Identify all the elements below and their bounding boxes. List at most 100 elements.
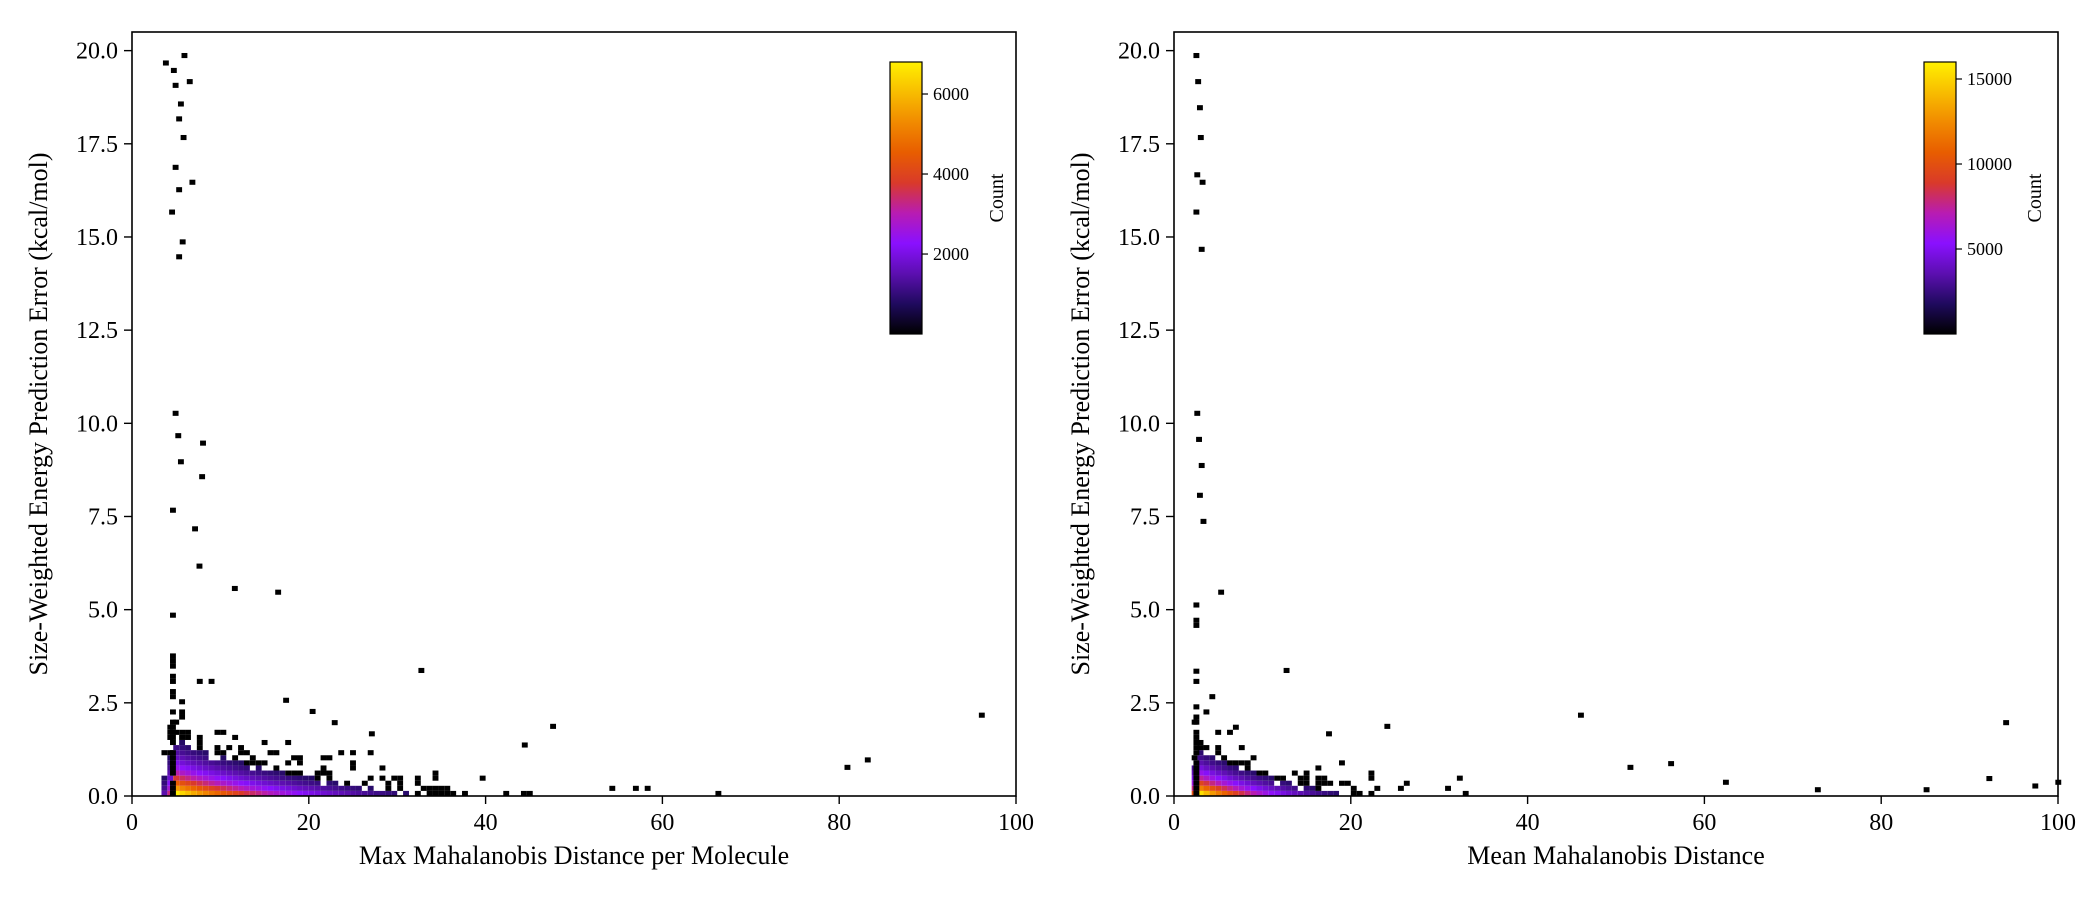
heatmap-cell [1203,785,1210,791]
heatmap-cell [432,770,439,776]
heatmap-cell [367,750,374,756]
heatmap-cell [196,760,203,766]
heatmap-cell [279,790,286,796]
heatmap-cell [208,760,215,766]
heatmap-cell [279,770,286,776]
plot-frame [131,31,1017,797]
heatmap-cell [220,770,227,776]
heatmap-cell [179,790,186,796]
heatmap-cell [176,254,183,260]
heatmap-cell [202,760,209,766]
heatmap-cell [1274,785,1281,791]
heatmap-cell [255,775,262,781]
heatmap-cell [385,780,392,786]
heatmap-cell [173,729,180,735]
heatmap-cell [1321,790,1328,796]
heatmap-cell [190,790,197,796]
heatmap-cell [285,790,292,796]
heatmap-cell [1221,785,1228,791]
heatmap-cell [179,734,186,740]
heatmap-cell [238,760,244,766]
y-tick-label: 20.0 [76,39,118,65]
heatmap-cell [208,790,215,796]
heatmap-cell [170,612,176,618]
heatmap-cell [170,653,176,659]
heatmap-cell [1193,750,1200,756]
heatmap-cell [1221,775,1228,781]
heatmap-cell [173,775,180,781]
heatmap-cell [1923,787,1930,793]
heatmap-cell [1209,694,1216,700]
heatmap-cell [190,750,197,756]
chart-panel-max-distance: 0 20 40 60 80 100 0.0 2.5 5.0 7.5 10.0 12.5 15.0 17.… [24,31,1034,870]
heatmap-cell [1193,790,1200,796]
heatmap-cell [179,765,186,771]
x-tick-label: 0 [126,810,138,836]
heatmap-cell [172,82,179,88]
heatmap-cell [1232,790,1239,796]
heatmap-cell [314,780,321,786]
heatmap-cell [226,785,233,791]
heatmap-cell [320,765,327,771]
heatmap-cells [1191,52,2062,796]
heatmap-cell [220,785,227,791]
heatmap-cell [326,755,333,761]
heatmap-cell [1244,790,1251,796]
heatmap-cell [238,790,244,796]
heatmap-cell [196,765,203,771]
heatmap-cell [261,739,268,746]
x-tick-label: 80 [1869,810,1893,836]
heatmap-cell [1193,52,1200,59]
heatmap-cell [326,780,333,786]
heatmap-cell [161,750,168,756]
heatmap-cell [179,780,186,786]
heatmap-cell [1256,770,1263,776]
heatmap-cell [1193,775,1200,781]
heatmap-cell [176,116,183,122]
heatmap-cell [1193,760,1200,766]
heatmap-cell [172,410,179,416]
colorbar-label: Count [2024,173,2046,222]
heatmap-cell [190,785,197,791]
heatmap-cell [202,790,209,796]
heatmap-cell [273,775,280,781]
heatmap-cell [1193,719,1200,725]
heatmap-cell [226,780,233,786]
heatmap-cell [1215,770,1222,776]
heatmap-cell [1274,790,1281,796]
heatmap-cell [297,785,303,791]
heatmap-cell [214,790,221,796]
heatmap-cell [1215,785,1222,791]
heatmap-cell [1309,785,1316,791]
heatmap-cell [170,729,176,735]
heatmap-cell [426,790,433,796]
heatmap-cell [202,770,209,776]
heatmap-cell [196,780,203,786]
y-axis-label: Size-Weighted Energy Prediction Error (k… [1066,152,1095,675]
heatmap-cell [190,755,197,761]
heatmap-cell [1297,775,1304,781]
heatmap-cell [1244,760,1251,766]
heatmap-cell [249,785,256,791]
heatmap-cell [479,775,486,781]
y-axis: 0.0 2.5 5.0 7.5 10.0 12.5 15.0 17.5 20.0 [1118,39,1174,810]
heatmap-cell [1268,790,1275,796]
heatmap-cell [226,790,233,796]
x-tick-label: 40 [1516,810,1540,836]
heatmap-cell [1193,734,1200,740]
heatmap-cell [297,780,303,786]
heatmap-cell [420,785,427,791]
heatmap-cell [373,790,380,796]
y-tick-label: 15.0 [1118,225,1160,251]
colorbar-gradient [1923,61,1957,335]
heatmap-cell [432,775,439,781]
heatmap-cell [189,179,196,185]
heatmap-cell [179,745,186,751]
heatmap-cell [1198,462,1205,469]
heatmap-cell [1250,775,1257,781]
y-tick-label: 2.5 [1130,691,1160,717]
heatmap-cell [220,775,227,781]
heatmap-cell [232,780,239,786]
heatmap-cell [279,785,286,791]
heatmap-cell [179,770,186,776]
